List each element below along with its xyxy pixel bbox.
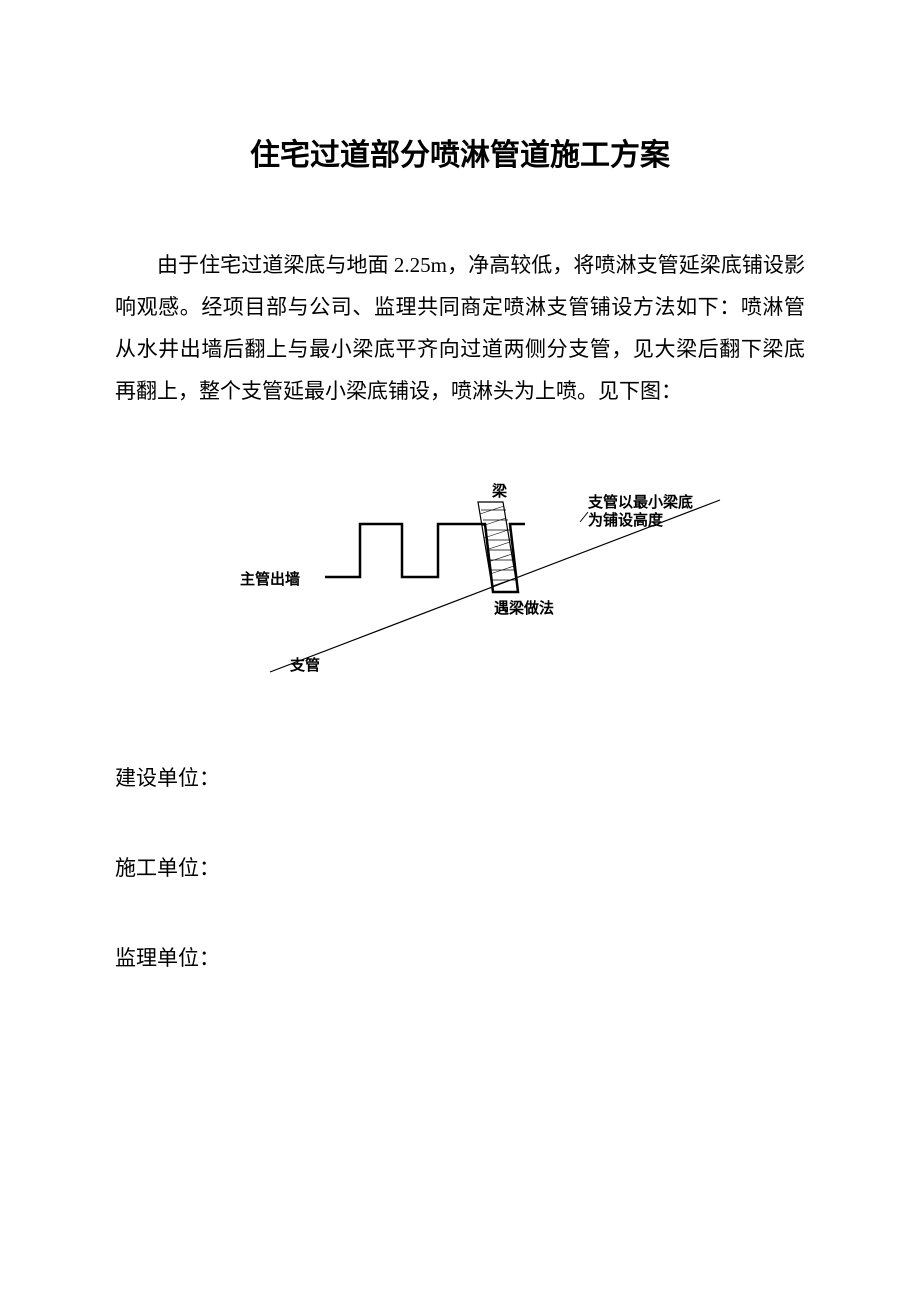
document-title: 住宅过道部分喷淋管道施工方案 [115,130,805,174]
label-beam-method: 遇梁做法 [494,597,554,618]
signature-contractor: 施工单位： [115,852,805,882]
label-branch-note-line1: 支管以最小梁底 [588,494,693,511]
label-leader [580,512,588,522]
label-branch-note: 支管以最小梁底 为铺设高度 [588,494,693,530]
label-branch-note-line2: 为铺设高度 [588,512,663,529]
main-pipe-path [325,524,465,577]
label-main-pipe: 主管出墙 [240,568,300,589]
signature-owner: 建设单位： [115,762,805,792]
pipe-diagram: 梁 支管以最小梁底 为铺设高度 主管出墙 遇梁做法 支管 [180,462,740,692]
label-branch-pipe: 支管 [290,654,320,675]
signature-supervisor: 监理单位： [115,942,805,972]
main-paragraph: 由于住宅过道梁底与地面 2.25m，净高较低，将喷淋支管延梁底铺设影响观感。经项… [115,244,805,412]
diagram-container: 梁 支管以最小梁底 为铺设高度 主管出墙 遇梁做法 支管 [115,462,805,692]
label-beam: 梁 [492,480,507,501]
